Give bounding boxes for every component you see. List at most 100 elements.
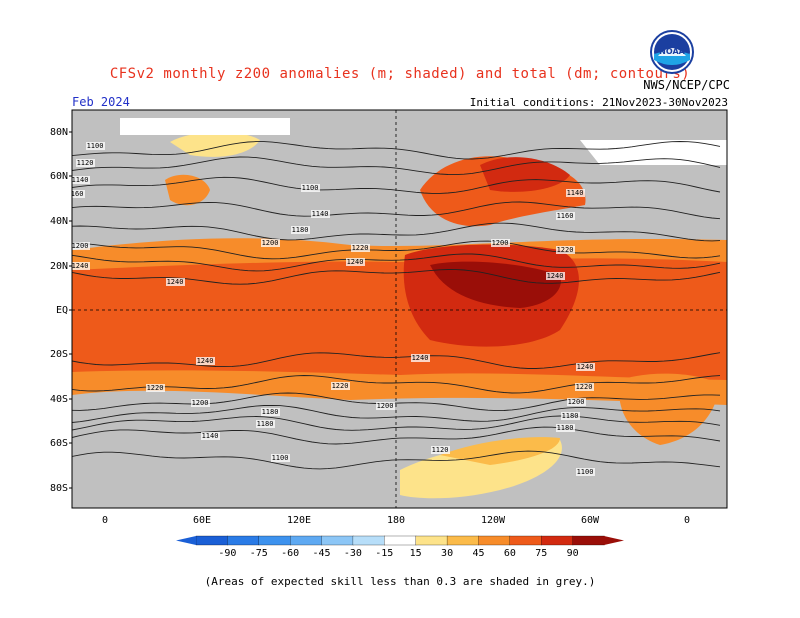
- contour-label-bg: [561, 412, 580, 420]
- valid-month-label: Feb 2024: [72, 95, 130, 109]
- contour-line: [72, 156, 721, 176]
- colorbar-tick-label: 60: [504, 548, 516, 559]
- colorbar-tick-label: -75: [250, 548, 268, 559]
- contour-label: 1220: [147, 384, 164, 392]
- contour-label-bg: [566, 189, 585, 197]
- contour-label-bg: [271, 454, 290, 462]
- contour-label-bg: [72, 242, 90, 250]
- contour-label-bg: [546, 272, 565, 280]
- contour-line: [72, 426, 721, 445]
- contour-label-bg: [261, 408, 280, 416]
- contour-line: [72, 176, 721, 194]
- lat-tick-label: 80N: [50, 127, 68, 138]
- lat-tick-label: 60N: [50, 171, 68, 182]
- contour-line: [72, 450, 721, 470]
- colorbar-max-arrow: [604, 536, 624, 545]
- contour-label: 1240: [577, 363, 594, 371]
- height-contours: [72, 141, 721, 470]
- contour-label-bg: [331, 382, 350, 390]
- contour-label: 1240: [347, 258, 364, 266]
- colorbar-segment: [572, 535, 605, 546]
- lon-tick-label: 0: [684, 515, 690, 526]
- latitude-axis: 80N 60N 40N 20N EQ 20S 40S 60S 80S: [50, 127, 72, 494]
- colorbar-segment: [258, 535, 291, 546]
- contour-label-bg: [256, 420, 275, 428]
- contour-label-bg: [72, 262, 90, 270]
- lat-tick-label: 80S: [50, 483, 68, 494]
- contour-label-bg: [166, 278, 185, 286]
- contour-line: [72, 222, 721, 242]
- lon-tick-label: 120E: [287, 515, 311, 526]
- colorbar-tick-label: 90: [567, 548, 579, 559]
- lat-tick-label: 20S: [50, 349, 68, 360]
- contour-label-bg: [376, 402, 395, 410]
- contour-label-bg: [556, 212, 575, 220]
- contour-line: [72, 375, 721, 394]
- contour-label-bg: [72, 176, 90, 184]
- contour-label: 1140: [567, 189, 584, 197]
- contour-label-bg: [311, 210, 330, 218]
- longitude-axis: 0 60E 120E 180 120W 60W 0: [102, 515, 690, 526]
- anomaly-north-america-core: [480, 157, 570, 192]
- contour-label-bg: [576, 363, 595, 371]
- contour-line: [72, 253, 721, 272]
- logo-text: NOAA: [659, 47, 685, 56]
- contour-line: [72, 240, 721, 260]
- colorbar-tick-label: 75: [535, 548, 547, 559]
- contour-label: 1240: [167, 278, 184, 286]
- lon-tick-label: 0: [102, 515, 108, 526]
- anomaly-asia: [165, 174, 210, 206]
- lon-tick-label: 60E: [193, 515, 211, 526]
- colorbar-labels: -90 -75 -60 -45 -30 -15 15 30 45 60 75 90: [218, 548, 578, 559]
- contour-label: 1180: [262, 408, 279, 416]
- contour-label-bg: [196, 357, 215, 365]
- colorbar-segment: [541, 535, 574, 546]
- colorbar-segment: [478, 535, 511, 546]
- colorbar-tick-label: 45: [472, 548, 484, 559]
- contour-label: 1140: [312, 210, 329, 218]
- contour-label-bg: [301, 184, 320, 192]
- contour-line: [72, 415, 721, 431]
- contour-line: [72, 352, 721, 369]
- contour-label-bg: [146, 384, 165, 392]
- noaa-logo-icon: NOAA: [650, 30, 694, 74]
- contour-label-bg: [576, 468, 595, 476]
- anomaly-band-strong: [72, 258, 727, 380]
- colorbar-segment: [446, 535, 480, 546]
- contour-label-bg: [261, 239, 280, 247]
- lon-tick-label: 180: [387, 515, 405, 526]
- contour-label-bg: [431, 446, 450, 454]
- colorbar-segment: [415, 535, 448, 546]
- colorbar-tick-label: -45: [313, 548, 331, 559]
- colorbar-segment: [290, 535, 323, 546]
- colorbar-segment: [227, 535, 260, 546]
- organization-label: NWS/NCEP/CPC: [643, 78, 730, 92]
- contour-label: 1200: [192, 399, 209, 407]
- contour-label: 1200: [568, 398, 585, 406]
- chart-title: CFSv2 monthly z200 anomalies (m; shaded)…: [109, 66, 691, 82]
- contour-line: [72, 141, 721, 160]
- anomaly-arctic-patch: [170, 131, 260, 157]
- colorbar-tick-label: 15: [410, 548, 422, 559]
- contour-label: 1120: [432, 446, 449, 454]
- contour-label: 1180: [257, 420, 274, 428]
- arctic-white-patch: [120, 118, 290, 135]
- colorbar-tick-label: 30: [441, 548, 453, 559]
- contour-label-bg: [191, 399, 210, 407]
- contour-label-bg: [76, 159, 95, 167]
- contour-label: 1100: [302, 184, 319, 192]
- contour-label: 1100: [272, 454, 289, 462]
- lon-tick-label: 120W: [481, 515, 506, 526]
- contour-label: 1200: [492, 239, 509, 247]
- lat-tick-label: 20N: [50, 261, 68, 272]
- colorbar-segment: [352, 535, 385, 546]
- contour-label: 1220: [576, 383, 593, 391]
- contour-label-bg: [411, 354, 430, 362]
- lon-tick-label: 60W: [581, 515, 600, 526]
- contour-label-bg: [556, 424, 575, 432]
- anomaly-pacific-max: [430, 261, 561, 308]
- contour-label: 1240: [547, 272, 564, 280]
- contour-label: 1160: [557, 212, 574, 220]
- colorbar-tick-label: -90: [218, 548, 236, 559]
